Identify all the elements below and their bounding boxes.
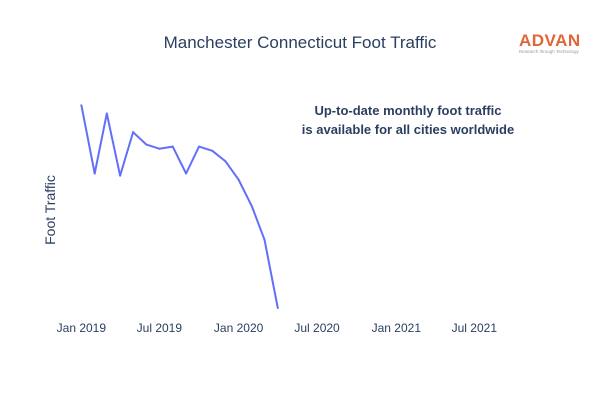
advan-logo: ADVAN Research through Technology bbox=[519, 32, 591, 55]
data-point bbox=[211, 149, 214, 152]
series-layer bbox=[80, 104, 279, 309]
data-point bbox=[197, 145, 200, 148]
data-point bbox=[185, 172, 188, 175]
data-point bbox=[119, 174, 122, 177]
x-tick-label: Jul 2020 bbox=[294, 321, 340, 335]
data-point bbox=[105, 112, 108, 115]
data-point bbox=[80, 104, 83, 107]
x-axis-ticks: Jan 2019 Jul 2019 Jan 2020 Jul 2020 Jan 2021… bbox=[57, 321, 498, 335]
x-tick-label: Jul 2019 bbox=[137, 321, 183, 335]
chart-annotation: Up-to-date monthly foot traffic is avail… bbox=[258, 101, 558, 139]
chart-title: Manchester Connecticut Foot Traffic bbox=[163, 33, 437, 52]
data-point bbox=[250, 205, 253, 208]
data-point bbox=[263, 238, 266, 241]
annotation-line-1: Up-to-date monthly foot traffic bbox=[314, 103, 502, 118]
x-tick-label: Jan 2021 bbox=[372, 321, 422, 335]
data-point bbox=[171, 145, 174, 148]
data-point bbox=[132, 131, 135, 134]
data-point bbox=[276, 307, 279, 309]
data-point bbox=[145, 143, 148, 146]
annotation-line-2: is available for all cities worldwide bbox=[301, 122, 515, 137]
logo-tagline: Research through Technology bbox=[519, 49, 579, 54]
series-line bbox=[80, 105, 279, 309]
data-point bbox=[158, 147, 161, 150]
x-tick-label: Jan 2019 bbox=[57, 321, 107, 335]
x-tick-label: Jul 2021 bbox=[452, 321, 498, 335]
data-point bbox=[224, 160, 227, 163]
data-point bbox=[237, 178, 240, 181]
x-tick-label: Jan 2020 bbox=[214, 321, 264, 335]
logo-text: ADVAN bbox=[519, 31, 581, 50]
data-point bbox=[93, 172, 96, 175]
